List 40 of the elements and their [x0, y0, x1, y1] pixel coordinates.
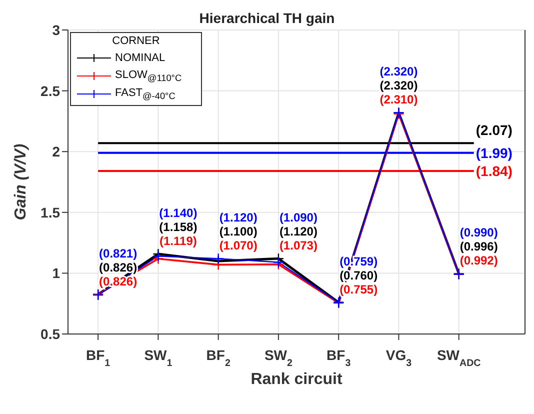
data-label: (0.996)	[460, 240, 498, 254]
x-tick-label: SW$_{2}$	[264, 347, 294, 368]
x-tick-label: BF$_{3}$	[326, 347, 352, 368]
data-label: (1.090)	[279, 210, 318, 225]
data-label: (0.992)	[460, 254, 498, 268]
y-tick-label: 1	[52, 265, 60, 282]
data-label: (1.073)	[279, 238, 318, 253]
data-label: (0.990)	[460, 226, 498, 240]
data-label: (1.120)	[279, 224, 318, 239]
x-tick-label: BF$_{1}$	[86, 347, 111, 368]
x-tick-label: BF$_{2}$	[206, 347, 231, 368]
data-label: (2.320)	[380, 78, 418, 93]
data-label: (0.826)	[99, 260, 138, 274]
ref-line-label: (1.84)	[476, 163, 512, 180]
data-label: (1.119)	[160, 234, 197, 248]
x-tick-label: VG$_{3}$	[386, 347, 412, 368]
legend-label: FAST$_{@-40°C}$	[115, 86, 176, 102]
data-label: (1.140)	[159, 206, 198, 220]
x-axis-title: Rank circuit	[250, 371, 343, 388]
data-label: (1.120)	[219, 210, 258, 225]
chart-title: Hierarchical TH gain	[199, 10, 335, 26]
x-tick-label: SW$_{1}$	[144, 347, 173, 368]
ref-line-label: (1.99)	[476, 144, 512, 161]
legend-label: NOMINAL	[115, 52, 166, 64]
y-axis-title: Gain (V/V)	[12, 144, 30, 220]
data-label: (1.158)	[159, 220, 198, 234]
data-label: (2.310)	[380, 92, 418, 107]
data-label: (2.320)	[380, 64, 418, 79]
y-tick-label: 2	[52, 144, 60, 160]
legend-title: CORNER	[111, 35, 161, 47]
y-tick-label: 1.5	[40, 204, 60, 220]
legend-label: SLOW$_{@110°C}$	[115, 68, 182, 84]
y-tick-label: 3	[52, 22, 60, 38]
data-label: (1.100)	[219, 224, 258, 239]
y-tick-label: 2.5	[40, 82, 60, 99]
y-tick-label: 0.5	[40, 326, 60, 342]
ref-line-label: (2.07)	[476, 122, 512, 138]
x-tick-label: SW$_{ADC}$	[436, 347, 481, 368]
data-label: (0.821)	[99, 246, 138, 260]
data-label: (1.070)	[219, 238, 258, 253]
